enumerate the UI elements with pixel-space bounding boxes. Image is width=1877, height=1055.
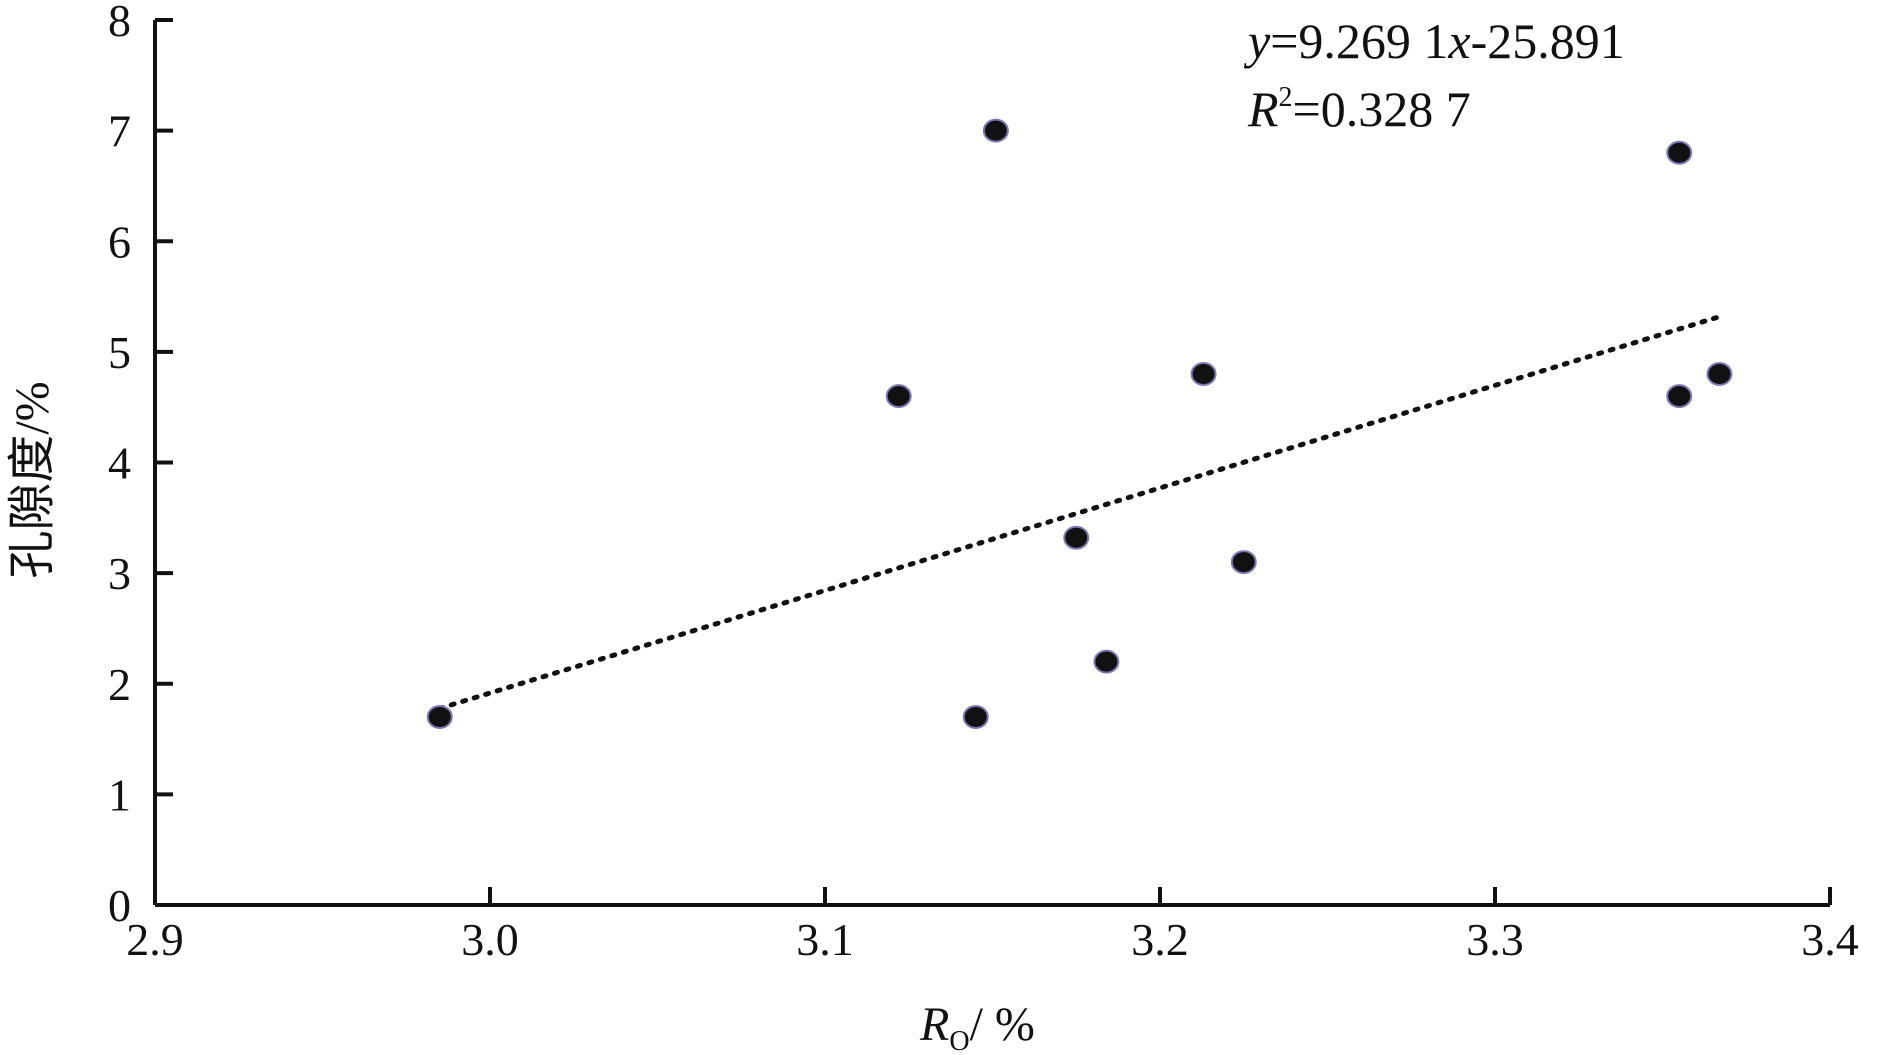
x-tick-label-4: 3.3 [1466, 914, 1524, 965]
data-point-1 [885, 384, 912, 409]
y-tick-label-5: 5 [108, 327, 131, 378]
data-point-4 [1063, 525, 1090, 550]
y-axis-title: 孔隙度/% [6, 381, 59, 578]
data-point-2 [962, 704, 989, 729]
x-tick-label-2: 3.1 [796, 914, 854, 965]
x-tick-label-0: 2.9 [126, 914, 184, 965]
y-tick-label-0: 0 [108, 880, 131, 931]
x-tick-label-1: 3.0 [461, 914, 519, 965]
eq-x-var: x [1447, 13, 1470, 69]
y-tick-label-7: 7 [108, 106, 131, 157]
data-point-6 [1190, 362, 1217, 386]
tick-labels: 2.9 3.0 3.1 3.2 3.3 3.4 0 1 2 3 4 5 6 7 8 [108, 0, 1859, 965]
y-tick-label-8: 8 [108, 0, 131, 46]
x-title-unit: / % [970, 998, 1035, 1051]
data-point-0 [426, 704, 453, 729]
regression-equation: y=9.269 1x-25.891 [1243, 13, 1625, 69]
r-sup: 2 [1279, 82, 1293, 113]
x-axis-title: RO/ % [919, 998, 1035, 1055]
data-point-9 [1666, 384, 1693, 409]
y-tick-label-6: 6 [108, 216, 131, 267]
r-squared: R2=0.328 7 [1247, 81, 1471, 137]
y-tick-label-4: 4 [108, 438, 131, 489]
x-tick-label-3: 3.2 [1131, 914, 1189, 965]
data-point-10 [1706, 362, 1733, 386]
y-tick-label-1: 1 [108, 769, 131, 820]
x-title-main: R [919, 998, 949, 1051]
data-point-3 [982, 118, 1009, 143]
axes [153, 20, 1830, 907]
r-value: =0.328 7 [1293, 81, 1471, 137]
r-var: R [1247, 81, 1279, 137]
y-tick-label-2: 2 [108, 659, 131, 710]
trendline-group [437, 314, 1722, 711]
data-point-5 [1093, 649, 1120, 674]
data-point-8 [1666, 140, 1693, 165]
data-points [426, 118, 1733, 729]
eq-slope: =9.269 1 [1270, 13, 1448, 69]
x-title-sub: O [949, 1026, 969, 1055]
eq-y-var: y [1243, 13, 1271, 69]
eq-intercept: -25.891 [1471, 13, 1625, 69]
ticks [153, 18, 1832, 907]
data-point-7 [1230, 550, 1257, 575]
x-tick-label-5: 3.4 [1801, 914, 1859, 965]
trendline [437, 314, 1722, 711]
y-tick-label-3: 3 [108, 548, 131, 599]
